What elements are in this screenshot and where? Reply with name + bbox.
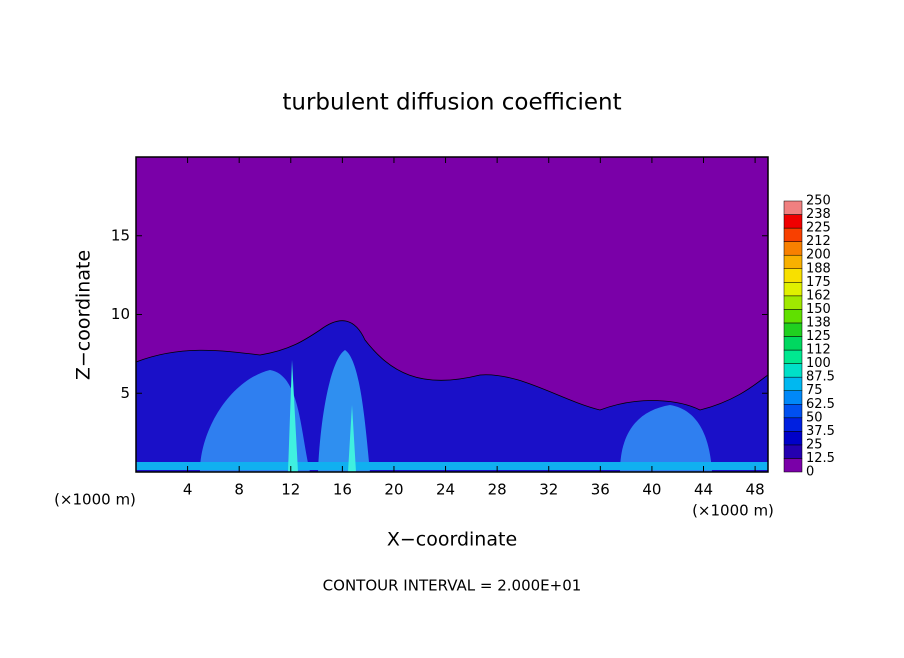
colorbar-label: 175 xyxy=(806,275,831,290)
colorbar-label: 138 xyxy=(806,315,831,330)
colorbar-label: 12.5 xyxy=(806,451,835,466)
x-tick-label: 16 xyxy=(333,481,352,499)
x-tick-label: 8 xyxy=(234,481,244,499)
x-tick-label: 44 xyxy=(694,481,713,499)
colorbar-label: 238 xyxy=(806,207,831,222)
chart-title: turbulent diffusion coefficient xyxy=(282,90,621,116)
field-region xyxy=(200,370,310,472)
colorbar-label: 162 xyxy=(806,288,831,303)
field-region xyxy=(318,350,370,472)
field-region xyxy=(620,405,712,472)
colorbar-band xyxy=(783,295,803,310)
colorbar-label: 225 xyxy=(806,221,831,236)
x-tick-label: 4 xyxy=(183,481,193,499)
colorbar-band xyxy=(783,376,803,391)
colorbar-label: 100 xyxy=(806,356,831,371)
footnote: CONTOUR INTERVAL = 2.000E+01 xyxy=(323,577,582,595)
colorbar-band xyxy=(783,309,803,324)
colorbar-label: 212 xyxy=(806,234,831,249)
field-region xyxy=(136,462,768,470)
colorbar-band xyxy=(783,227,803,242)
colorbar-label: 200 xyxy=(806,248,831,263)
field-region xyxy=(288,360,356,472)
y-tick-label: 5 xyxy=(120,384,130,402)
x-tick-label: 20 xyxy=(384,481,403,499)
colorbar-label: 37.5 xyxy=(806,424,835,439)
colorbar-label: 112 xyxy=(806,343,831,358)
colorbar-label: 50 xyxy=(806,410,823,425)
y-axis-label: Z−coordinate xyxy=(73,250,95,380)
colorbar-label: 250 xyxy=(806,194,831,209)
x-tick-label: 36 xyxy=(591,481,610,499)
colorbar-label: 188 xyxy=(806,261,831,276)
colorbar-band xyxy=(783,349,803,364)
colorbar-band xyxy=(783,200,803,215)
colorbar-band xyxy=(783,458,803,473)
x-tick-label: 12 xyxy=(281,481,300,499)
colorbar-band xyxy=(783,444,803,459)
x-unit-label: (×1000 m) xyxy=(54,491,136,509)
y-tick-label: 10 xyxy=(111,305,130,323)
colorbar-label: 0 xyxy=(806,465,814,480)
x-axis-label: X−coordinate xyxy=(387,529,517,551)
x-tick-label: 40 xyxy=(642,481,661,499)
colorbar-band xyxy=(783,214,803,229)
colorbar-label: 75 xyxy=(806,383,823,398)
colorbar-band xyxy=(783,363,803,378)
colorbar-label: 87.5 xyxy=(806,370,835,385)
colorbar-label: 62.5 xyxy=(806,397,835,412)
colorbar-band xyxy=(783,268,803,283)
colorbar-label: 150 xyxy=(806,302,831,317)
x-tick-label: 32 xyxy=(539,481,558,499)
colorbar-band xyxy=(783,417,803,432)
colorbar-band xyxy=(783,431,803,446)
colorbar-label: 25 xyxy=(806,437,823,452)
x-tick-label: 48 xyxy=(746,481,765,499)
colorbar-label: 125 xyxy=(806,329,831,344)
colorbar-band xyxy=(783,336,803,351)
colorbar-band xyxy=(783,241,803,256)
x-unit-label: (×1000 m) xyxy=(692,502,774,520)
x-tick-label: 24 xyxy=(436,481,455,499)
x-tick-label: 28 xyxy=(488,481,507,499)
colorbar-band xyxy=(783,282,803,297)
colorbar-band xyxy=(783,254,803,269)
colorbar-band xyxy=(783,390,803,405)
colorbar-band xyxy=(783,322,803,337)
field xyxy=(135,156,769,473)
colorbar-band xyxy=(783,404,803,419)
y-tick-label: 15 xyxy=(111,226,130,244)
